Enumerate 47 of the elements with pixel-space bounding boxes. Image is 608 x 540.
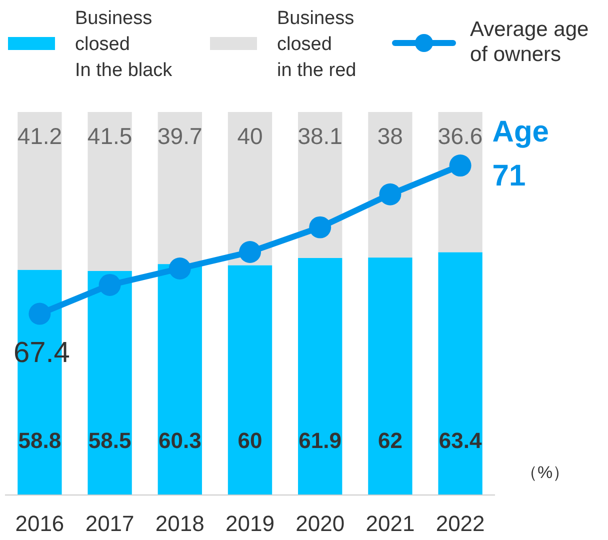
- data-label: 36.6: [438, 123, 483, 149]
- data-label: 38.1: [298, 123, 342, 149]
- data-label: 63.4: [438, 428, 482, 453]
- data-label: 41.2: [17, 123, 62, 149]
- bar: [158, 112, 202, 264]
- bar: [368, 258, 412, 495]
- data-label: 41.5: [87, 123, 132, 149]
- point: [379, 183, 402, 206]
- point: [28, 302, 51, 325]
- point: [449, 154, 472, 177]
- bar: [228, 112, 272, 266]
- bar: [88, 112, 132, 271]
- bar: [298, 112, 342, 258]
- legend-label: Average age of owners: [470, 18, 589, 66]
- data-label: 60.3: [158, 428, 202, 453]
- data-label: 71: [492, 160, 526, 193]
- point: [168, 258, 191, 280]
- x-tick-label: 2021: [366, 511, 415, 536]
- bar: [18, 112, 62, 270]
- bar: [298, 258, 342, 495]
- data-label: 58.8: [18, 428, 62, 453]
- bar: [228, 265, 272, 495]
- data-label: 61.9: [298, 428, 342, 453]
- x-tick-label: 2019: [226, 511, 274, 536]
- data-label: 58.5: [88, 428, 132, 453]
- bar: [88, 270, 132, 495]
- data-label: 38: [377, 123, 403, 149]
- bar: [438, 252, 482, 495]
- x-tick-label: 2022: [436, 511, 485, 536]
- data-label: 39.7: [158, 123, 202, 149]
- point: [309, 216, 332, 238]
- bar: [438, 112, 482, 252]
- point: [239, 241, 261, 263]
- x-tick-label: 2020: [296, 511, 345, 536]
- x-tick-label: 2018: [155, 511, 204, 536]
- x-tick-label: 2016: [15, 511, 64, 536]
- text: （%）: [520, 463, 570, 482]
- annotation: Age: [492, 116, 549, 149]
- x-tick-label: 2017: [85, 511, 134, 536]
- data-label: 40: [237, 123, 263, 149]
- data-label: 62: [378, 428, 402, 453]
- point: [98, 274, 121, 296]
- legend-label: Business closed in the red: [277, 8, 356, 81]
- data-label: 60: [238, 428, 262, 453]
- bar: [158, 264, 202, 495]
- legend-label: Business closed In the black: [75, 8, 173, 81]
- bar: [368, 112, 412, 258]
